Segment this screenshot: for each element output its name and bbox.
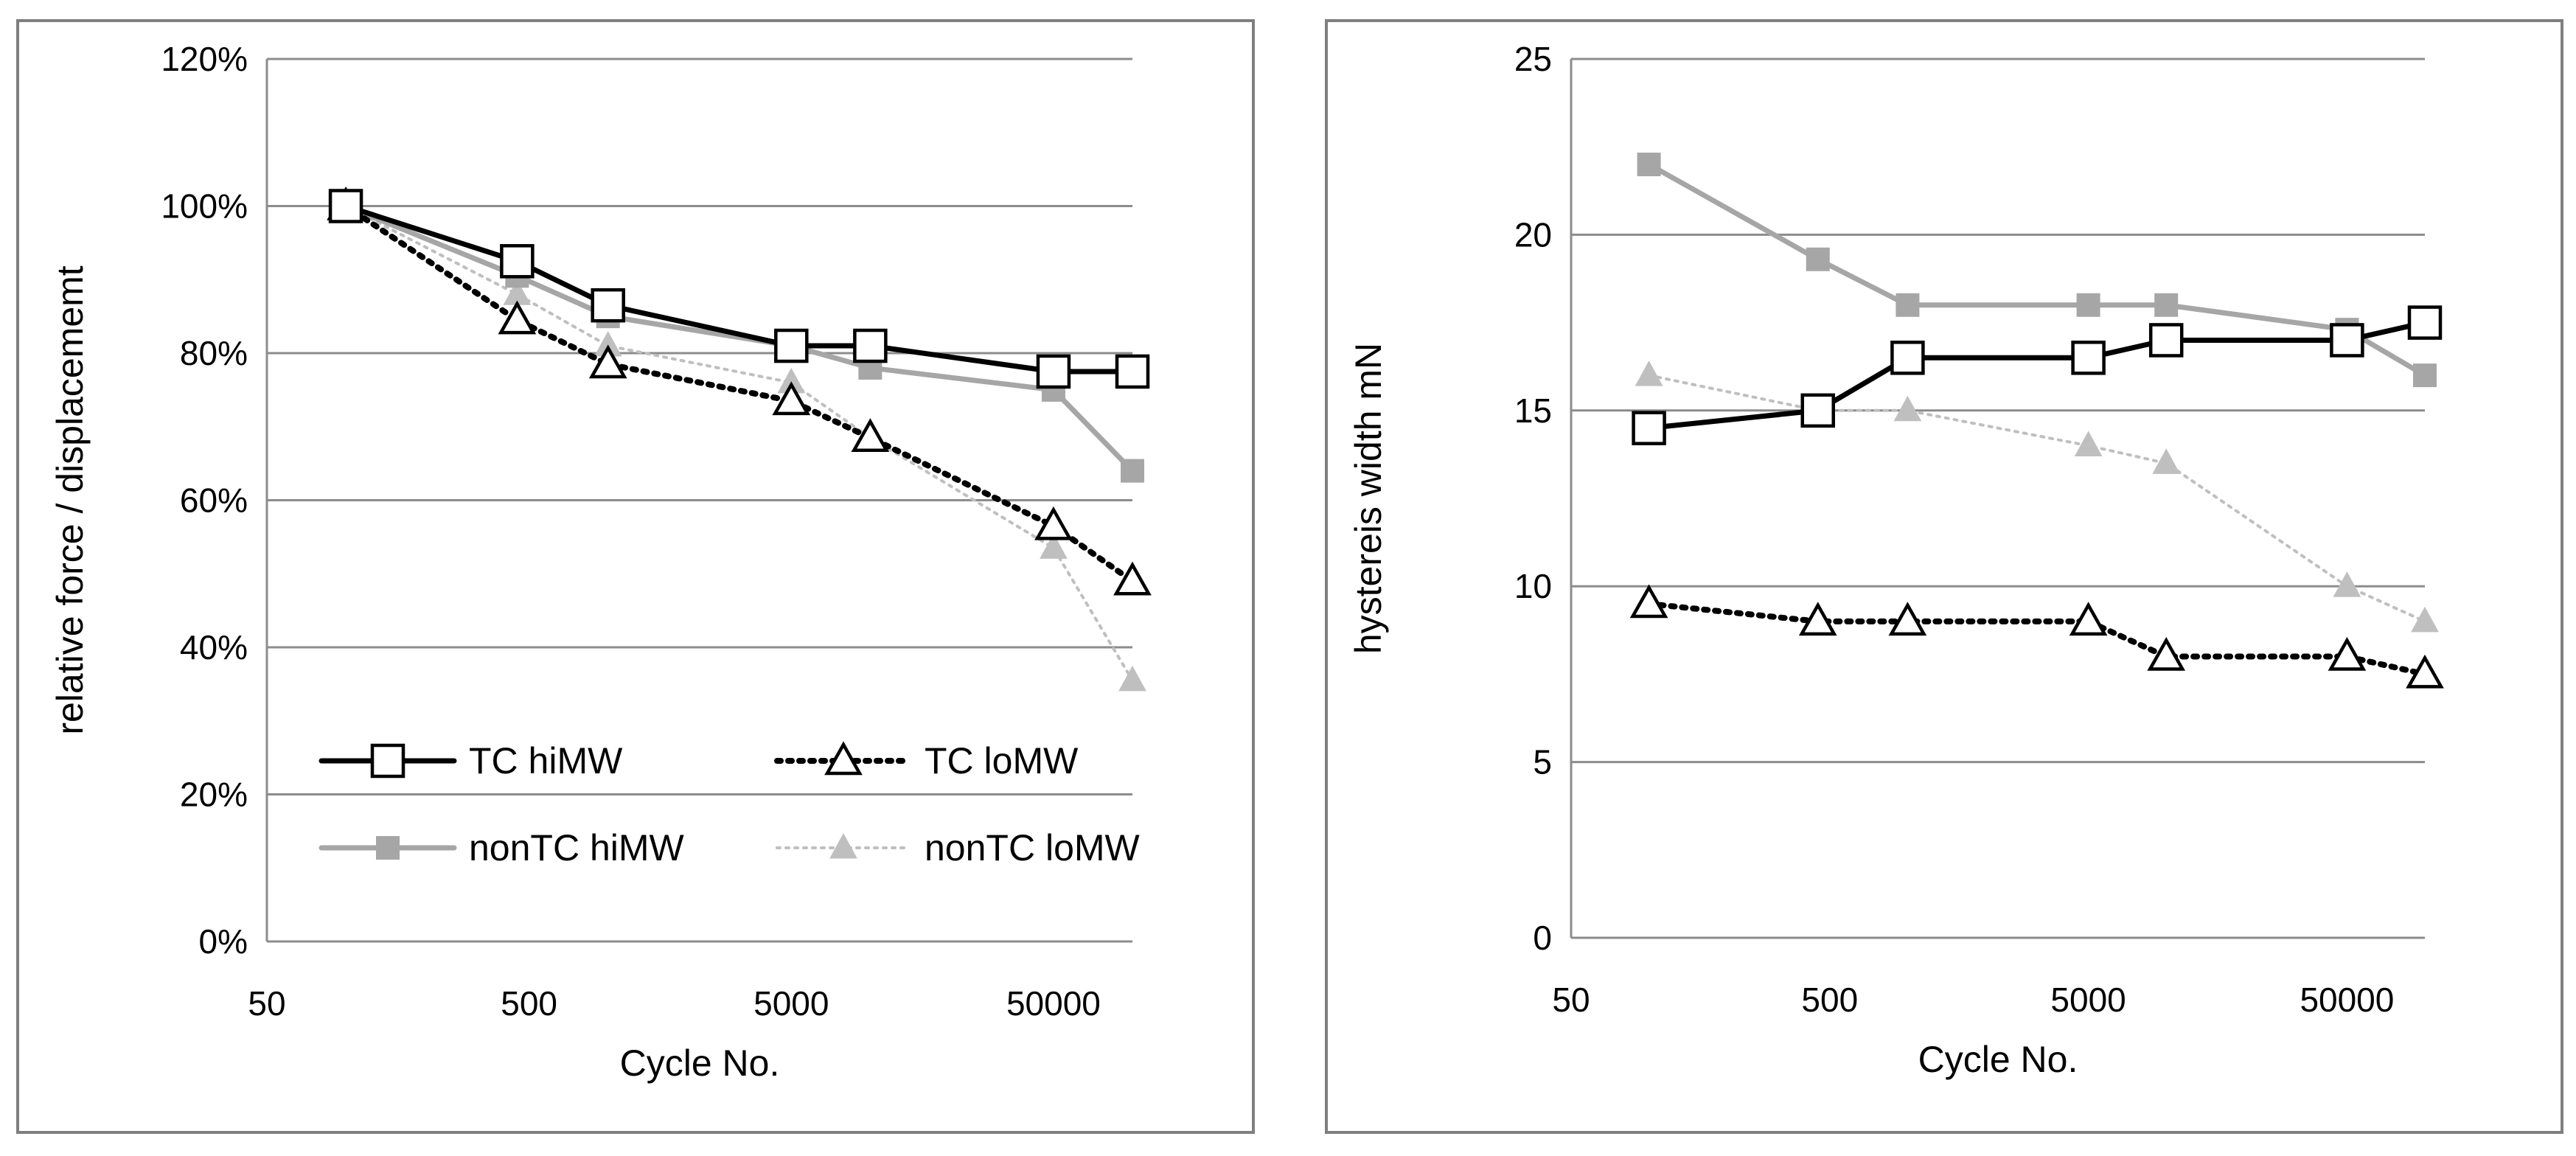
- data-point: [1115, 354, 1150, 389]
- y-tick-label: 120%: [161, 40, 248, 78]
- data-point: [1034, 506, 1073, 540]
- x-tick-label: 500: [501, 984, 557, 1023]
- series-nontc-himw: [1637, 153, 2437, 388]
- data-point: [1798, 602, 1837, 636]
- legend-marker: [829, 832, 857, 859]
- data-point: [2411, 606, 2439, 633]
- x-axis-label: Cycle No.: [620, 1042, 780, 1084]
- y-tick-label: 20: [1514, 215, 1552, 254]
- data-point: [2148, 323, 2184, 358]
- x-tick-label: 500: [1801, 981, 1858, 1019]
- x-axis-label: Cycle No.: [1918, 1039, 2078, 1080]
- data-point: [588, 344, 627, 379]
- data-point: [2154, 293, 2179, 317]
- data-point: [2328, 636, 2367, 671]
- series-tc-lomw: [1629, 584, 2444, 689]
- series-line: [344, 204, 1134, 682]
- chart-left: 0% 20% 40% 60% 80% 100% 120% 50 500 5000 50000 Cycl…: [49, 40, 1152, 1084]
- chart-right-frame: 0 5 10 15 20 25 50 500 5000 50000 Cycle No. hystere…: [1325, 19, 2563, 1134]
- data-point: [500, 244, 535, 279]
- data-point: [774, 328, 809, 363]
- x-tick-label: 50: [1552, 981, 1590, 1019]
- data-point: [1036, 354, 1071, 389]
- y-tick-label: 0: [1533, 919, 1552, 957]
- data-point: [1800, 393, 1835, 428]
- data-point: [1806, 247, 1830, 271]
- data-point: [2152, 448, 2181, 474]
- data-point: [2330, 323, 2364, 358]
- series-line: [1647, 374, 2426, 623]
- data-point: [2069, 602, 2108, 636]
- legend-label: nonTC hiMW: [469, 827, 685, 868]
- chart-right: 0 5 10 15 20 25 50 500 5000 50000 Cycle No. hystere…: [1348, 40, 2444, 1080]
- series-line: [343, 203, 1135, 585]
- series-nontc-lomw: [1635, 361, 2439, 633]
- y-tick-label: 15: [1514, 391, 1552, 430]
- legend: TC hiMW TC loMW nonTC hiMW nonTC loMW: [318, 740, 1141, 868]
- data-point: [853, 328, 888, 363]
- series-tc-himw: [328, 189, 1150, 389]
- data-point: [1121, 459, 1144, 483]
- data-point: [2071, 341, 2106, 375]
- legend-marker: [824, 741, 863, 776]
- data-point: [2406, 654, 2444, 689]
- y-tick-label: 0%: [199, 922, 248, 961]
- y-tick-label: 100%: [161, 187, 248, 226]
- data-point: [1632, 411, 1666, 445]
- legend-label: TC hiMW: [469, 740, 623, 781]
- series-line: [1646, 320, 2428, 431]
- chart-left-frame: 0% 20% 40% 60% 80% 100% 120% 50 500 5000 50000 Cycl…: [16, 19, 1255, 1134]
- series-tc-himw: [1632, 305, 2443, 445]
- legend-marker: [370, 743, 405, 779]
- legend-marker: [376, 836, 400, 860]
- series-line: [1646, 161, 2428, 378]
- data-point: [1890, 341, 1925, 375]
- series-nontc-himw: [334, 194, 1144, 483]
- y-axis-label: relative force / displacememt: [49, 265, 91, 734]
- x-tick-label: 50000: [1006, 984, 1101, 1023]
- series-nontc-lomw: [332, 191, 1146, 692]
- series-line: [1646, 601, 2428, 678]
- data-point: [2076, 293, 2100, 317]
- x-tick-label: 5000: [753, 984, 829, 1023]
- data-point: [498, 300, 537, 335]
- x-tick-label: 50: [248, 984, 285, 1023]
- data-point: [1896, 293, 1920, 317]
- data-point: [1888, 602, 1927, 636]
- data-point: [1637, 153, 1661, 177]
- data-point: [328, 189, 363, 223]
- data-point: [1629, 584, 1668, 619]
- series-line: [343, 203, 1135, 375]
- data-point: [2407, 305, 2443, 340]
- data-point: [772, 381, 811, 416]
- y-tick-label: 20%: [180, 776, 248, 814]
- x-tick-label: 50000: [2300, 981, 2394, 1019]
- data-point: [1118, 665, 1146, 692]
- data-point: [2147, 636, 2186, 671]
- data-point: [2333, 571, 2361, 597]
- data-point: [1113, 561, 1152, 596]
- y-tick-label: 80%: [180, 334, 248, 372]
- data-point: [851, 418, 890, 452]
- x-tick-label: 5000: [2050, 981, 2126, 1019]
- y-axis-label: hystereis width mN: [1348, 343, 1389, 654]
- data-point: [1893, 395, 1922, 422]
- legend-label: TC loMW: [925, 740, 1079, 781]
- data-point: [2413, 363, 2437, 388]
- y-tick-label: 5: [1533, 743, 1552, 781]
- legend-label: nonTC loMW: [925, 827, 1141, 868]
- y-tick-label: 10: [1514, 567, 1552, 605]
- y-tick-label: 25: [1514, 40, 1552, 78]
- y-tick-label: 40%: [180, 628, 248, 666]
- data-point: [1635, 361, 1663, 386]
- data-point: [591, 288, 625, 323]
- data-point: [2074, 431, 2103, 456]
- y-tick-label: 60%: [180, 481, 248, 520]
- data-point: [1040, 533, 1068, 559]
